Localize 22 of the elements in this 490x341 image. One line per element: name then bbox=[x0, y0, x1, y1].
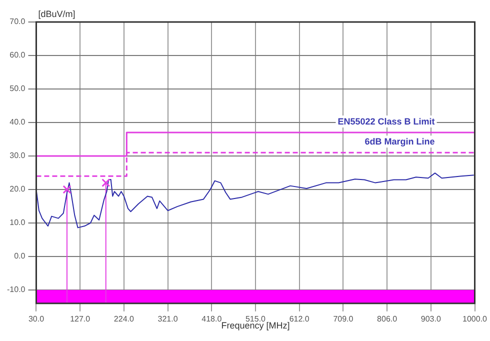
y-tick-label: 20.0 bbox=[10, 184, 26, 194]
y-tick-label: -10.0 bbox=[7, 285, 26, 294]
x-tick-label: 903.0 bbox=[420, 314, 442, 324]
x-tick-label: 321.0 bbox=[158, 314, 178, 324]
x-tick-label: 806.0 bbox=[377, 314, 398, 324]
series-label: 6dB Margin Line bbox=[364, 136, 435, 147]
y-tick-label: 50.0 bbox=[10, 84, 26, 94]
y-tick-label: 0.0 bbox=[14, 252, 26, 261]
x-tick-label: 418.0 bbox=[202, 314, 222, 324]
y-tick-label: 60.0 bbox=[10, 50, 26, 60]
y-tick-label: 30.0 bbox=[10, 151, 26, 160]
y-tick-label: 70.0 bbox=[10, 17, 26, 26]
x-tick-label: 224.0 bbox=[114, 314, 134, 324]
x-tick-label: 30.0 bbox=[28, 314, 45, 324]
y-axis-title: [dBuV/m] bbox=[38, 8, 76, 19]
x-tick-label: 612.0 bbox=[289, 314, 310, 324]
x-tick-label: 127.0 bbox=[70, 314, 91, 324]
series-label: EN55022 Class B Limit bbox=[338, 116, 435, 127]
x-tick-label: 709.0 bbox=[333, 314, 354, 324]
x-tick-label: 1000.0 bbox=[462, 314, 488, 324]
y-tick-label: 40.0 bbox=[10, 118, 26, 127]
y-tick-label: 10.0 bbox=[10, 218, 26, 228]
